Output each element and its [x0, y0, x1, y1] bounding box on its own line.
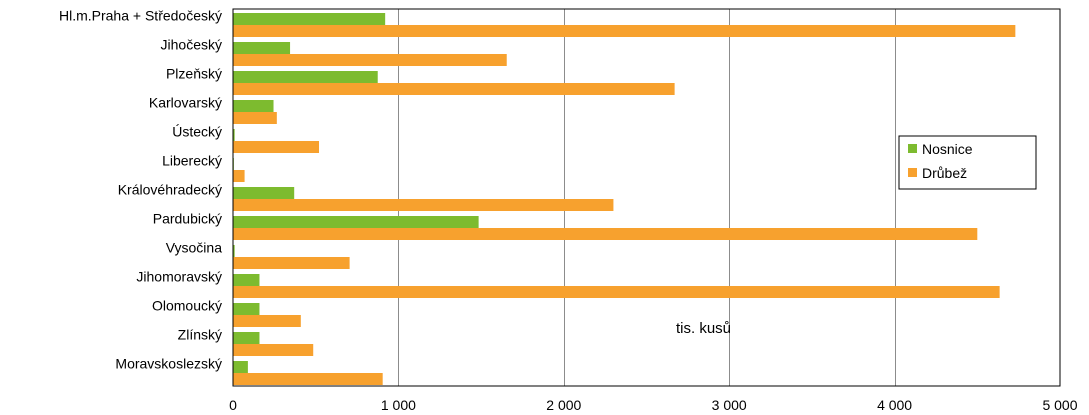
- bar-drubez: [233, 286, 1000, 298]
- legend-label-drubez: Drůbež: [922, 165, 967, 181]
- bar-drubez: [233, 25, 1016, 37]
- x-tick-label: 2 000: [546, 397, 581, 413]
- bar-nosnice: [233, 42, 291, 54]
- bar-nosnice: [233, 274, 260, 286]
- plot-frame: [232, 8, 1061, 387]
- bar-nosnice: [233, 216, 479, 228]
- legend-box: [898, 135, 1037, 190]
- bar-drubez: [233, 170, 245, 182]
- bar-nosnice: [233, 13, 386, 25]
- bar-drubez: [233, 141, 320, 153]
- category-label: Ústecký: [172, 124, 222, 140]
- bar-drubez: [233, 112, 277, 124]
- bar-drubez: [233, 257, 350, 269]
- bar-nosnice: [233, 361, 248, 373]
- bar-nosnice: [233, 187, 295, 199]
- bar-drubez: [233, 373, 383, 385]
- x-tick-label: 1 000: [381, 397, 416, 413]
- bar-nosnice: [233, 332, 260, 344]
- category-label: Zlínský: [178, 327, 222, 343]
- category-label: Moravskoslezský: [115, 356, 222, 372]
- bar-drubez: [233, 228, 978, 240]
- bar-nosnice: [233, 129, 235, 141]
- bar-nosnice: [233, 71, 378, 83]
- category-label: Liberecký: [162, 153, 222, 169]
- category-label: Vysočina: [166, 240, 223, 256]
- category-label: Královéhradecký: [118, 182, 222, 198]
- category-label: Jihočeský: [161, 37, 222, 53]
- bar-drubez: [233, 83, 675, 95]
- category-label: Pardubický: [153, 211, 222, 227]
- unit-annotation: tis. kusů: [676, 320, 731, 337]
- category-label: Olomoucký: [152, 298, 222, 314]
- x-tick-label: 4 000: [877, 397, 912, 413]
- category-labels: Hl.m.Praha + Středočeský Jihočeský Plzeňsk…: [59, 8, 222, 372]
- category-label: Karlovarský: [149, 95, 222, 111]
- legend: Nosnice Drůbež: [898, 135, 1037, 190]
- bar-nosnice: [233, 245, 235, 257]
- x-axis-tick-labels: 0 1 000 2 000 3 000 4 000 5 000: [229, 397, 1078, 413]
- legend-label-nosnice: Nosnice: [922, 141, 973, 157]
- legend-swatch-drubez: [908, 168, 917, 177]
- bars: [233, 13, 1016, 385]
- x-tick-label: 0: [229, 397, 237, 413]
- bar-drubez: [233, 54, 507, 66]
- bar-drubez: [233, 344, 314, 356]
- legend-swatch-nosnice: [908, 144, 917, 153]
- gridlines: [398, 9, 896, 386]
- bar-drubez: [233, 199, 614, 211]
- bar-drubez: [233, 315, 301, 327]
- x-tick-label: 5 000: [1042, 397, 1077, 413]
- bar-nosnice: [233, 303, 260, 315]
- category-label: Plzeňský: [166, 66, 222, 82]
- bar-nosnice: [233, 100, 274, 112]
- category-label: Jihomoravský: [136, 269, 222, 285]
- category-label: Hl.m.Praha + Středočeský: [59, 8, 222, 24]
- x-tick-label: 3 000: [712, 397, 747, 413]
